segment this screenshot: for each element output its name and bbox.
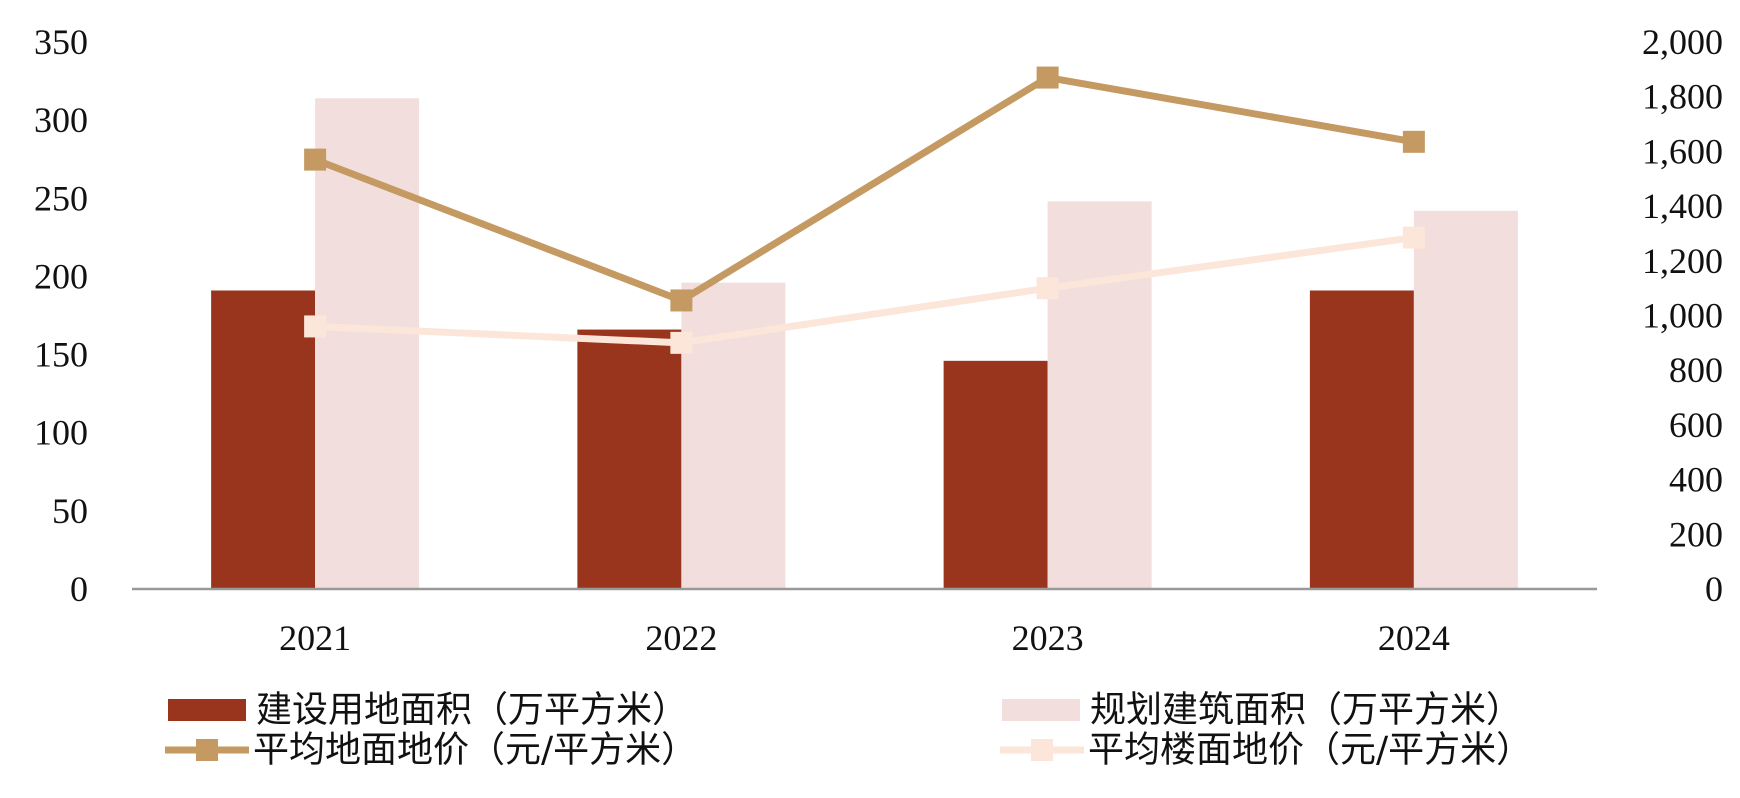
- left-tick-label: 50: [52, 491, 88, 531]
- right-tick-label: 200: [1669, 514, 1723, 554]
- right-tick-label: 400: [1669, 460, 1723, 500]
- bar-building-area-2021: [315, 98, 420, 590]
- marker-floor-price-2022: [670, 331, 693, 354]
- legend-label-land-price: 平均地面地价（元/平方米）: [253, 730, 697, 771]
- left-tick-label: 300: [34, 100, 88, 140]
- lines-layer: [304, 66, 1425, 354]
- left-tick-label: 0: [70, 569, 88, 609]
- legend: 建设用地面积（万平方米） 规划建筑面积（万平方米） 平均地面地价（元/平方米） 平均楼…: [165, 690, 1532, 771]
- marker-land-price-2021: [304, 148, 327, 171]
- right-tick-label: 1,400: [1642, 186, 1723, 226]
- x-tick-label: 2023: [1012, 618, 1084, 658]
- legend-swatch-building-area: [1002, 699, 1080, 721]
- bar-land-area-2024: [1309, 290, 1414, 589]
- right-tick-label: 0: [1705, 569, 1723, 609]
- legend-marker-land-price: [196, 739, 218, 761]
- x-tick-label: 2022: [645, 618, 717, 658]
- marker-land-price-2022: [670, 289, 693, 312]
- marker-floor-price-2024: [1402, 226, 1425, 249]
- right-tick-label: 1,200: [1642, 241, 1723, 281]
- bar-land-area-2021: [211, 290, 316, 589]
- line-land-price: [313, 74, 1415, 304]
- legend-label-land-area: 建设用地面积（万平方米）: [256, 690, 688, 731]
- marker-floor-price-2021: [304, 315, 327, 338]
- right-tick-label: 2,000: [1642, 22, 1723, 62]
- left-tick-label: 250: [34, 178, 88, 218]
- bar-building-area-2024: [1413, 210, 1518, 589]
- right-tick-label: 600: [1669, 405, 1723, 445]
- bar-building-area-2023: [1047, 201, 1152, 589]
- marker-floor-price-2023: [1036, 277, 1059, 300]
- bars-layer: [211, 98, 1518, 590]
- right-tick-label: 1,600: [1642, 131, 1723, 171]
- right-tick-label: 1,000: [1642, 296, 1723, 336]
- x-tick-label: 2021: [279, 618, 351, 658]
- line-floor-price: [314, 234, 1415, 347]
- left-tick-label: 100: [34, 413, 88, 453]
- marker-land-price-2023: [1036, 66, 1059, 89]
- bar-land-area-2022: [577, 329, 682, 589]
- legend-marker-floor-price: [1031, 739, 1053, 761]
- legend-label-floor-price: 平均楼面地价（元/平方米）: [1088, 730, 1532, 771]
- left-tick-label: 200: [34, 256, 88, 296]
- left-y-axis-ticks: 0 50 100 150 200 250 300 350: [34, 22, 88, 609]
- x-tick-label: 2024: [1378, 618, 1450, 658]
- marker-land-price-2024: [1402, 130, 1425, 153]
- left-tick-label: 150: [34, 335, 88, 375]
- right-y-axis-ticks: 0 200 400 600 800 1,000 1,200 1,400 1,600 1,800 2,…: [1642, 22, 1723, 609]
- x-axis-ticks: 2021 2022 2023 2024: [279, 618, 1450, 658]
- legend-swatch-land-area: [168, 699, 246, 721]
- bar-land-area-2023: [943, 360, 1048, 589]
- right-tick-label: 1,800: [1642, 77, 1723, 117]
- legend-label-building-area: 规划建筑面积（万平方米）: [1090, 690, 1522, 731]
- left-tick-label: 350: [34, 22, 88, 62]
- right-tick-label: 800: [1669, 350, 1723, 390]
